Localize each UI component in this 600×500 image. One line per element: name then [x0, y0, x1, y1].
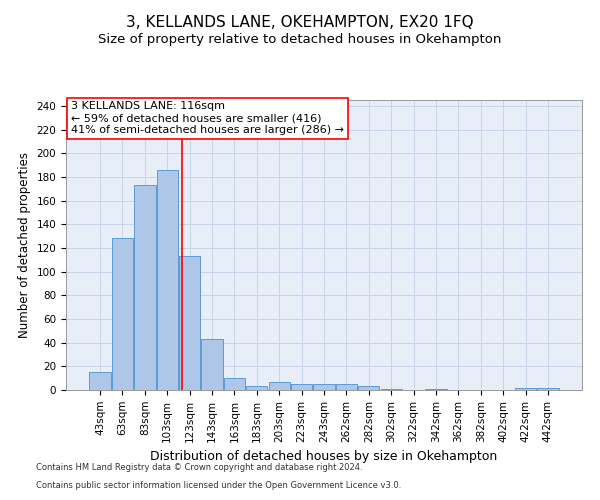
Text: Contains HM Land Registry data © Crown copyright and database right 2024.: Contains HM Land Registry data © Crown c… [36, 464, 362, 472]
Bar [179, 256, 200, 390]
Bar [224, 378, 245, 390]
Bar [425, 389, 446, 390]
Bar [269, 382, 290, 390]
Bar [89, 372, 111, 390]
Text: Size of property relative to detached houses in Okehampton: Size of property relative to detached ho… [98, 32, 502, 46]
Bar [157, 170, 178, 390]
Bar [202, 339, 223, 390]
Bar [112, 238, 133, 390]
Text: 3 KELLANDS LANE: 116sqm
← 59% of detached houses are smaller (416)
41% of semi-d: 3 KELLANDS LANE: 116sqm ← 59% of detache… [71, 102, 344, 134]
Bar [358, 386, 379, 390]
Bar [313, 384, 335, 390]
Text: 3, KELLANDS LANE, OKEHAMPTON, EX20 1FQ: 3, KELLANDS LANE, OKEHAMPTON, EX20 1FQ [126, 15, 474, 30]
Bar [134, 185, 155, 390]
Bar [291, 384, 312, 390]
Bar [515, 388, 536, 390]
Bar [380, 389, 402, 390]
Text: Contains public sector information licensed under the Open Government Licence v3: Contains public sector information licen… [36, 481, 401, 490]
X-axis label: Distribution of detached houses by size in Okehampton: Distribution of detached houses by size … [151, 450, 497, 463]
Bar [336, 384, 357, 390]
Bar [537, 388, 559, 390]
Bar [246, 386, 268, 390]
Y-axis label: Number of detached properties: Number of detached properties [18, 152, 31, 338]
